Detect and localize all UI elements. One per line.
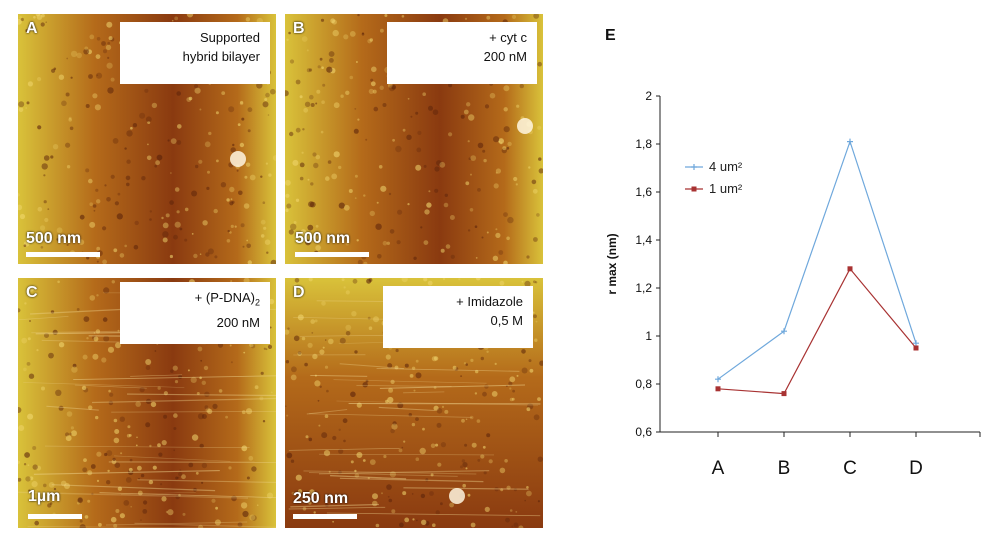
y-axis-label: r max (nm)	[605, 233, 619, 294]
series-line-0	[717, 139, 917, 380]
y-tick-label-7: 2	[645, 89, 652, 103]
caption-line1-c: + (P-DNA)	[194, 290, 255, 305]
scale-bar-d	[293, 514, 357, 519]
series-0-point-1	[781, 328, 787, 335]
scale-bar-label-b: 500 nm	[295, 230, 351, 247]
series-0-point-2	[847, 138, 853, 145]
caption-subscript-c: 2	[254, 297, 260, 308]
scale-bar-label-a: 500 nm	[26, 230, 82, 247]
panel-label-b: B	[293, 20, 305, 37]
y-tick-label-4: 1,4	[635, 233, 652, 247]
panel-caption-c: + (P-DNA)2 200 nM	[120, 282, 270, 344]
panel-label-c: C	[26, 284, 38, 301]
panel-caption-b: + cyt c 200 nM	[387, 22, 537, 84]
caption-line2-c: 200 nM	[216, 314, 260, 330]
legend-marker-1	[691, 186, 697, 192]
y-tick-label-6: 1,8	[635, 137, 652, 151]
caption-line2-d: 0,5 M	[490, 313, 523, 328]
afm-image-panel-a: A Supported hybrid bilayer 500 nm	[18, 14, 276, 264]
legend-label-0: 4 um²	[709, 159, 743, 174]
x-tick-label-b: B	[778, 458, 791, 479]
afm-image-panel-b: B + cyt c 200 nM 500 nm	[285, 14, 543, 264]
afm-image-panel-c: C + (P-DNA)2 200 nM 1µm	[18, 278, 276, 528]
panel-caption-d: + Imidazole 0,5 M	[383, 286, 533, 348]
caption-line1-d: + Imidazole	[456, 294, 523, 309]
scale-bar-label-d: 250 nm	[293, 490, 349, 507]
caption-line2-a: hybrid bilayer	[182, 49, 260, 64]
panel-label-d: D	[293, 284, 305, 301]
line-chart-e: E 0,6 0,8 1 1,2 1,4 1,6 1,8 2 A B C Dr max (nm) 4 um²…	[605, 27, 981, 479]
x-tick-label-a: A	[712, 458, 725, 479]
scale-bar-b	[295, 252, 369, 257]
series-line-1	[717, 267, 917, 395]
series-1-point-3	[913, 345, 919, 351]
caption-line1-b: + cyt c	[489, 30, 527, 45]
y-tick-label-2: 1	[645, 329, 652, 343]
series-1-point-0	[715, 386, 721, 392]
legend-marker-0	[691, 164, 697, 170]
caption-line1-a: Supported	[200, 30, 260, 45]
y-tick-label-5: 1,6	[635, 185, 652, 199]
y-tick-label-3: 1,2	[635, 281, 652, 295]
y-tick-label-0: 0,6	[635, 425, 652, 439]
x-tick-label-d: D	[909, 458, 923, 479]
caption-line2-b: 200 nM	[483, 49, 527, 64]
afm-image-panel-d: D + Imidazole 0,5 M 250 nm	[285, 278, 543, 528]
series-1-point-2	[847, 266, 853, 272]
panel-caption-a: Supported hybrid bilayer	[120, 22, 270, 84]
series-1-point-1	[781, 391, 787, 397]
scale-bar-a	[26, 252, 100, 257]
x-tick-label-c: C	[843, 458, 857, 479]
scale-bar-label-c: 1µm	[28, 488, 61, 505]
panel-label-a: A	[26, 20, 38, 37]
series-0-point-0	[715, 376, 721, 383]
chart-panel-label: E	[605, 27, 616, 44]
scale-bar-c	[28, 514, 82, 519]
legend-label-1: 1 um²	[709, 181, 743, 196]
series-0-point-3	[913, 340, 919, 347]
y-tick-label-1: 0,8	[635, 377, 652, 391]
